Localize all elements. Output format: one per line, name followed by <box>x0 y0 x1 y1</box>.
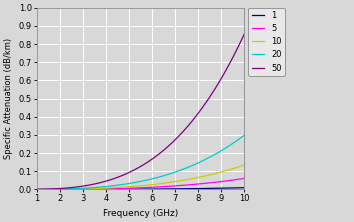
10 <box>35 188 39 191</box>
1 <box>35 188 39 191</box>
1 <box>242 186 246 189</box>
5 <box>133 187 137 189</box>
50 <box>205 100 209 103</box>
50 <box>133 168 137 171</box>
20 <box>135 181 139 184</box>
5 <box>158 186 162 188</box>
10 <box>147 184 151 186</box>
10 <box>135 185 139 188</box>
10 <box>158 182 162 185</box>
10 <box>133 185 137 188</box>
50 <box>158 152 162 154</box>
5 <box>205 182 209 184</box>
Line: 5: 5 <box>37 178 244 189</box>
20 <box>237 138 241 140</box>
10 <box>242 164 246 166</box>
20 <box>35 188 39 191</box>
X-axis label: Frequency (GHz): Frequency (GHz) <box>103 209 178 218</box>
50 <box>237 43 241 46</box>
5 <box>147 186 151 189</box>
5 <box>237 178 241 180</box>
1 <box>158 188 162 190</box>
20 <box>133 181 137 184</box>
10 <box>205 174 209 177</box>
20 <box>147 178 151 181</box>
5 <box>242 177 246 180</box>
1 <box>135 188 139 190</box>
Line: 10: 10 <box>37 165 244 189</box>
1 <box>237 186 241 189</box>
50 <box>242 33 246 35</box>
20 <box>205 157 209 160</box>
10 <box>237 165 241 168</box>
5 <box>35 188 39 191</box>
1 <box>133 188 137 190</box>
Line: 50: 50 <box>37 34 244 189</box>
50 <box>35 188 39 191</box>
5 <box>135 187 139 189</box>
1 <box>205 187 209 190</box>
Line: 1: 1 <box>37 188 244 189</box>
20 <box>158 175 162 178</box>
20 <box>242 134 246 137</box>
50 <box>135 167 139 170</box>
Y-axis label: Specific Attenuation (dB/km): Specific Attenuation (dB/km) <box>4 38 13 159</box>
50 <box>147 160 151 163</box>
1 <box>147 188 151 190</box>
Line: 20: 20 <box>37 135 244 189</box>
Legend: 1, 5, 10, 20, 50: 1, 5, 10, 20, 50 <box>249 8 285 76</box>
